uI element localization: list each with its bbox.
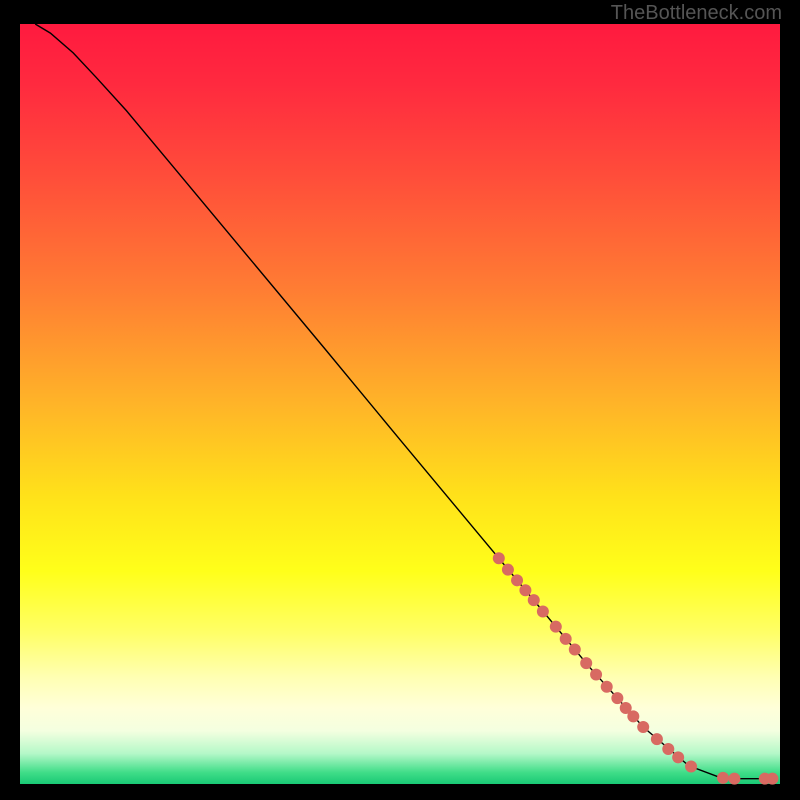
chart-marker (651, 733, 663, 745)
chart-marker (590, 669, 602, 681)
chart-marker (601, 681, 613, 693)
chart-marker (511, 574, 523, 586)
chart-marker (637, 721, 649, 733)
chart-svg (20, 24, 780, 784)
chart-marker (717, 772, 729, 784)
chart-marker (766, 773, 778, 785)
watermark-label: TheBottleneck.com (611, 2, 782, 25)
chart-marker (728, 773, 740, 785)
chart-marker (662, 743, 674, 755)
chart-marker (672, 751, 684, 763)
chart-marker (519, 584, 531, 596)
chart-marker (537, 605, 549, 617)
chart-marker (502, 564, 514, 576)
chart-marker (685, 761, 697, 773)
chart-marker (611, 692, 623, 704)
chart-background (20, 24, 780, 784)
chart-marker (569, 643, 581, 655)
chart-marker (550, 621, 562, 633)
chart-marker (580, 657, 592, 669)
chart-marker (528, 594, 540, 606)
chart-marker (493, 552, 505, 564)
chart-plot-area (20, 24, 780, 784)
chart-marker (560, 633, 572, 645)
chart-marker (627, 710, 639, 722)
